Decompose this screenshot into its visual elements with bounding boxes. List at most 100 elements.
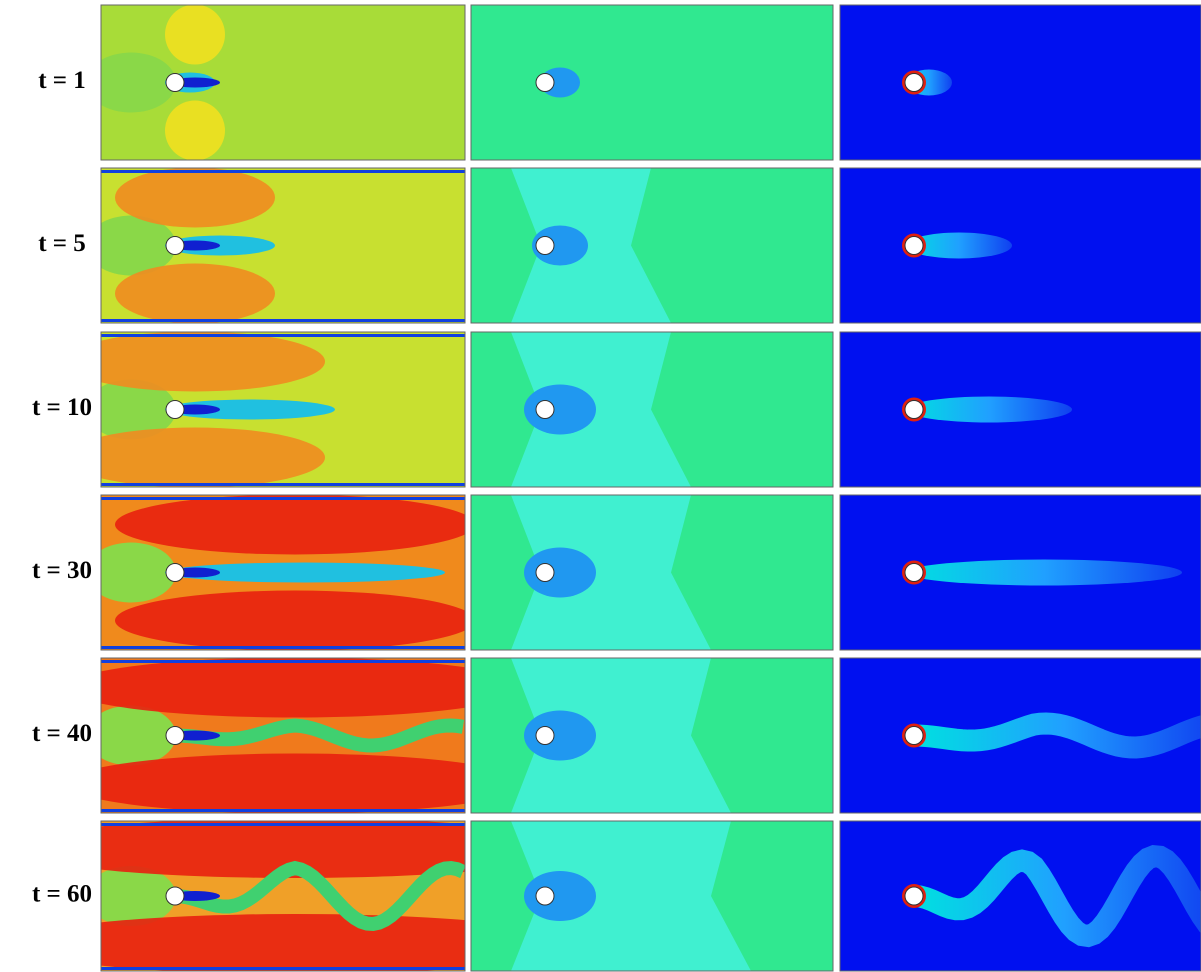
contour-panel — [840, 168, 1201, 323]
lobe — [101, 821, 465, 878]
panel-border — [839, 494, 1201, 651]
wake — [906, 396, 1072, 423]
background — [471, 5, 833, 160]
panel-border — [100, 167, 466, 324]
contour-panel — [471, 821, 833, 971]
wall-layer — [101, 646, 465, 649]
inlet-region — [101, 866, 176, 926]
panel-border — [100, 331, 466, 488]
wall-layer — [101, 809, 465, 812]
lobe — [101, 658, 465, 718]
panel-border — [100, 657, 466, 814]
cylinder — [165, 563, 185, 582]
inlet-region — [101, 542, 176, 603]
lobe — [101, 427, 325, 487]
cylinder — [904, 886, 924, 906]
lobe — [165, 100, 225, 160]
time-label: t = 10 — [32, 394, 92, 421]
wall-layer — [101, 823, 465, 826]
panel-border — [839, 4, 1201, 161]
region — [511, 168, 671, 323]
panel-border — [839, 331, 1201, 488]
contour-panel — [840, 332, 1201, 487]
contour-panel — [101, 168, 465, 323]
contour-panel — [101, 658, 465, 813]
wake — [174, 718, 465, 753]
panel-border — [470, 331, 834, 488]
region — [511, 332, 691, 487]
cylinder — [904, 400, 924, 419]
lobe — [115, 168, 275, 228]
wall-layer — [101, 170, 465, 173]
cylinder — [165, 400, 185, 419]
low-region — [524, 710, 596, 761]
background — [840, 168, 1201, 323]
region — [511, 821, 751, 971]
wall-layer — [101, 497, 465, 500]
panel-border — [839, 820, 1201, 972]
background — [840, 5, 1201, 160]
contour-panel — [471, 332, 833, 487]
wake — [913, 844, 1201, 948]
time-label: t = 40 — [32, 720, 92, 747]
wake — [165, 399, 335, 420]
region — [511, 658, 731, 813]
cylinder — [535, 400, 555, 419]
low-region — [524, 871, 596, 921]
cylinder — [165, 726, 185, 745]
panel-border — [100, 4, 466, 161]
lobe — [115, 495, 465, 555]
lobe — [101, 332, 325, 392]
contour-panel — [101, 495, 465, 650]
lobe — [115, 263, 275, 323]
cylinder — [165, 886, 185, 906]
lobe — [165, 5, 225, 65]
lobe — [101, 753, 465, 813]
time-label: t = 1 — [38, 67, 86, 94]
panel-border — [470, 4, 834, 161]
contour-panel — [101, 332, 465, 487]
cylinder — [535, 563, 555, 582]
panel-border — [470, 657, 834, 814]
panel-border — [839, 167, 1201, 324]
cylinder — [904, 73, 924, 92]
region — [511, 495, 711, 650]
panel-border — [470, 494, 834, 651]
cylinder — [904, 236, 924, 255]
inlet-region — [101, 705, 176, 766]
contour-panel — [840, 658, 1201, 813]
wall-layer — [101, 334, 465, 337]
time-label: t = 5 — [38, 230, 86, 257]
wall-layer — [101, 483, 465, 486]
contour-panel — [840, 821, 1201, 971]
wall-layer — [101, 319, 465, 322]
wake — [913, 712, 1201, 759]
cylinder — [904, 563, 924, 582]
cylinder — [535, 236, 555, 255]
contour-panel — [840, 5, 1201, 160]
low-region — [524, 384, 596, 435]
low-region — [532, 225, 588, 266]
panel-border — [100, 494, 466, 651]
wake — [906, 232, 1012, 259]
wake — [906, 559, 1182, 586]
inlet-region — [101, 379, 176, 440]
wall-layer — [101, 660, 465, 663]
contour-panel — [471, 168, 833, 323]
panel-border — [470, 820, 834, 972]
lobe — [115, 590, 465, 650]
cylinder — [535, 726, 555, 745]
contour-panel — [471, 495, 833, 650]
inlet-region — [101, 215, 176, 276]
cylinder — [165, 73, 185, 92]
wake — [174, 860, 465, 931]
cylinder — [904, 726, 924, 745]
contour-panel — [471, 5, 833, 160]
cylinder — [535, 73, 555, 92]
low-region — [524, 547, 596, 598]
panel-border — [100, 820, 466, 972]
cylinder — [535, 886, 555, 906]
contour-panel — [101, 821, 465, 971]
wall-layer — [101, 967, 465, 970]
